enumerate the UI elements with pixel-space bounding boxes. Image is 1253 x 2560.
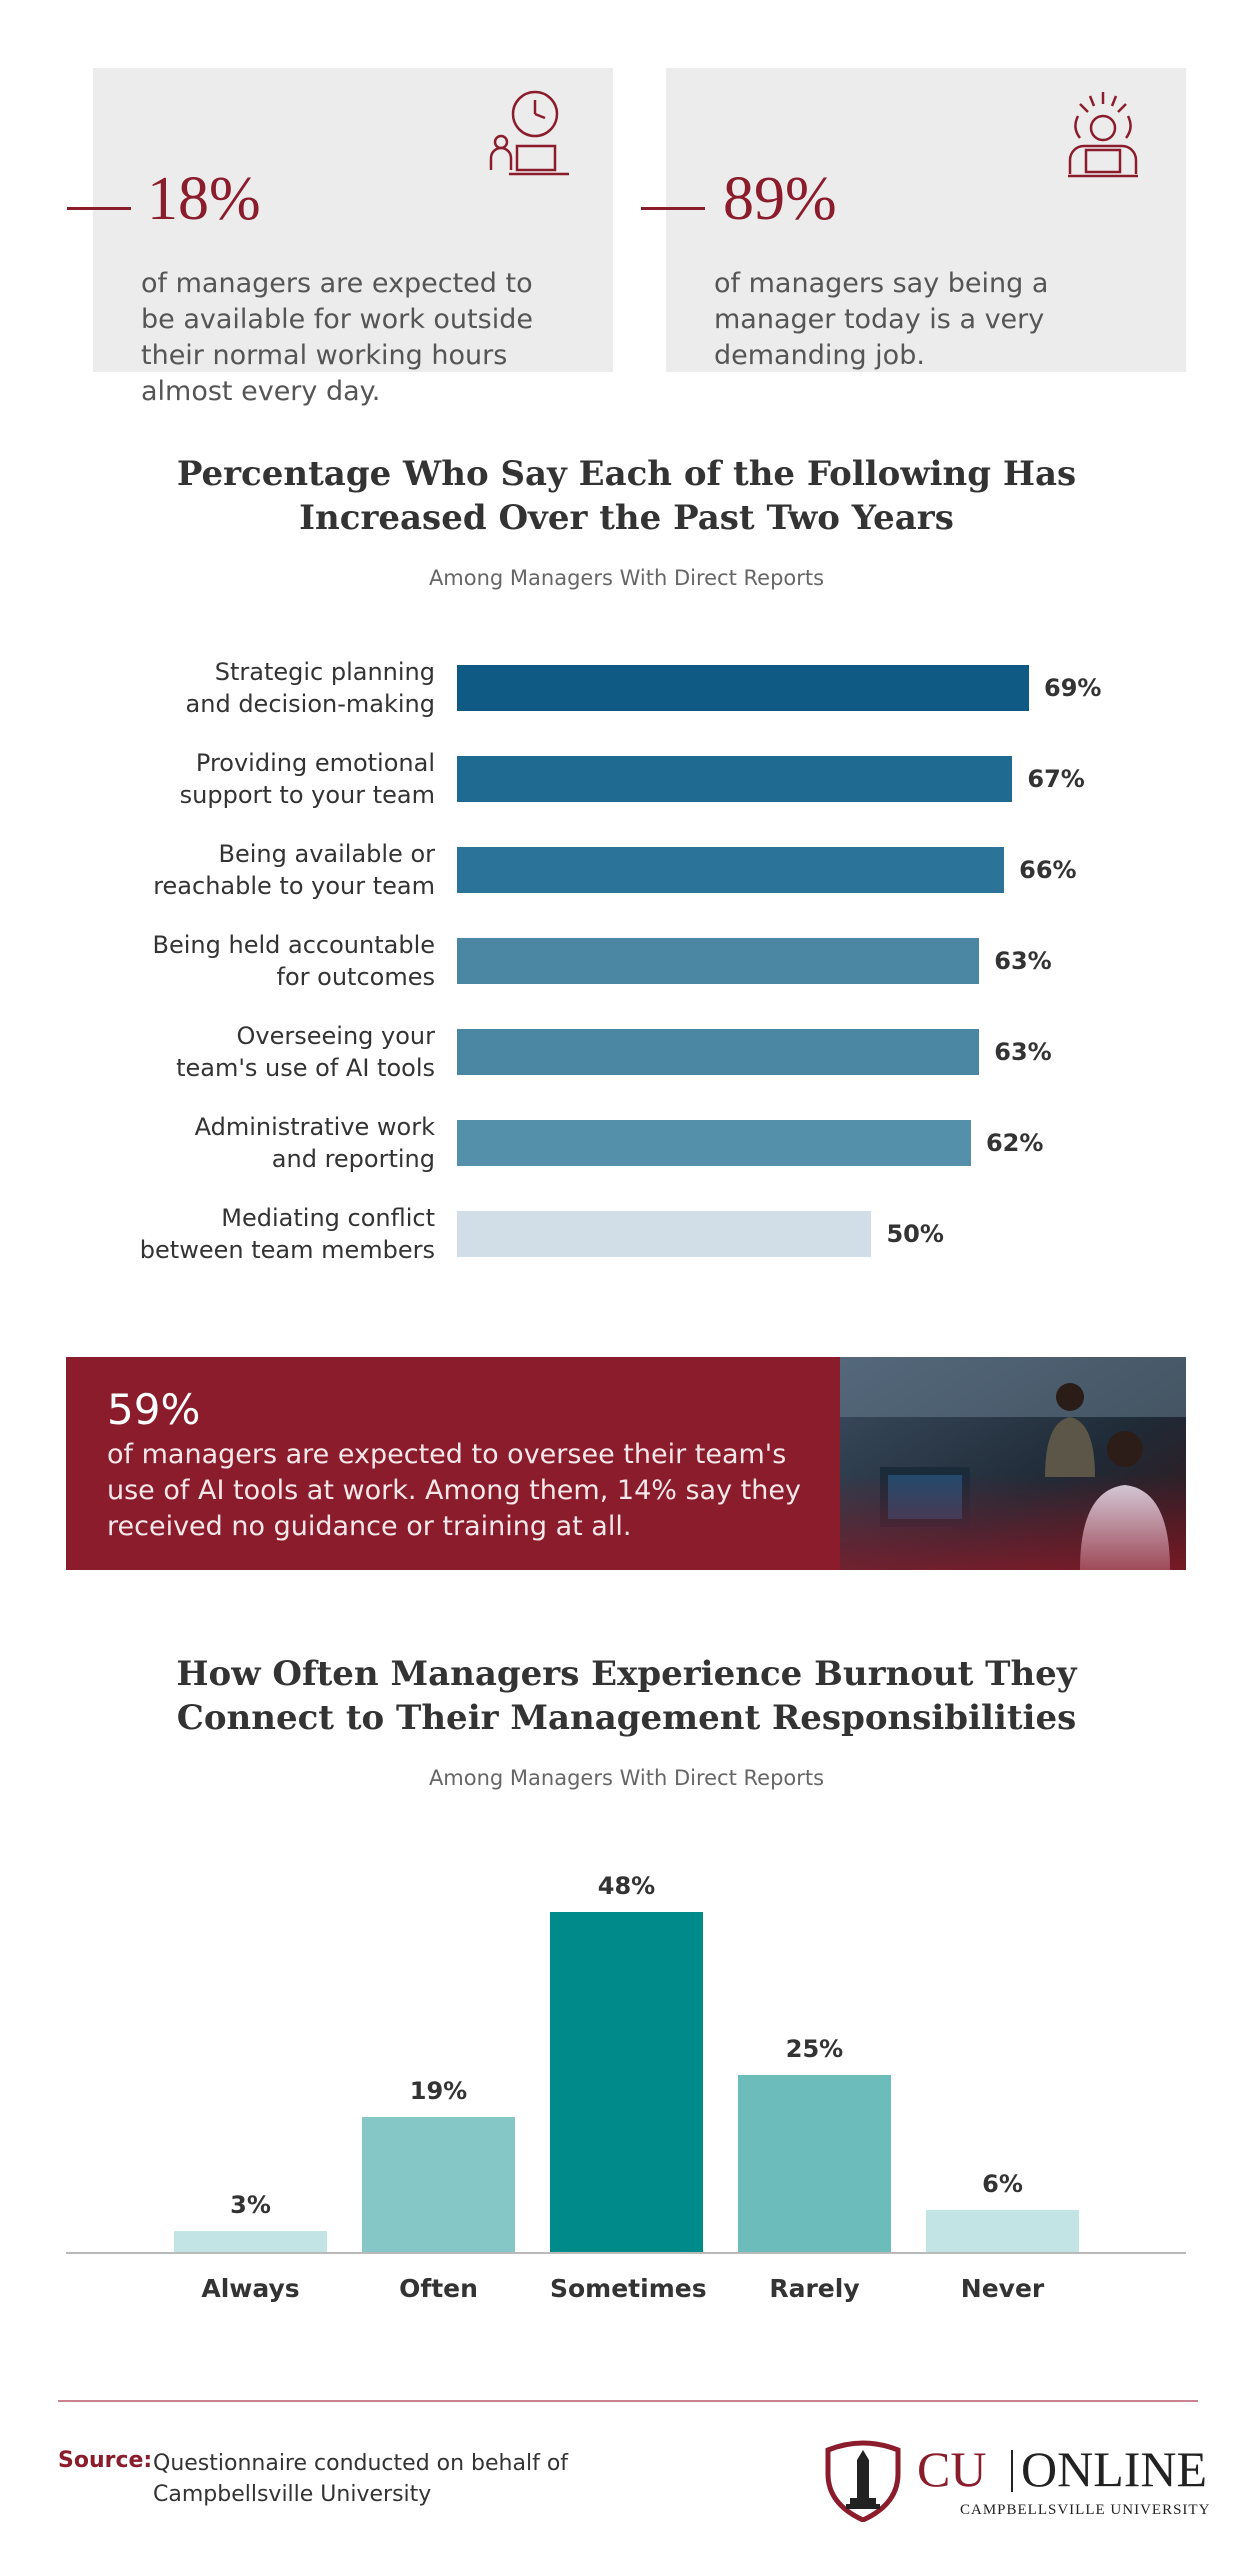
stressed-manager-icon <box>1068 92 1138 178</box>
vbar-category-label: Never <box>960 2274 1045 2303</box>
logo-cu-text: CU <box>917 2441 987 2497</box>
hbar-category-label: Administrative work and reporting <box>194 1113 435 1173</box>
stat-card-after-hours: 18% of managers are expected to be avail… <box>67 68 613 407</box>
vbar-category-label: Sometimes <box>550 2274 707 2303</box>
hbar-bar <box>457 1211 872 1257</box>
logo-divider <box>1011 2450 1013 2492</box>
banner-value: 59% <box>107 1385 201 1434</box>
campbellsville-shield-icon <box>825 2440 901 2522</box>
accent-dash <box>641 207 705 210</box>
stat-value: 89% <box>723 165 837 233</box>
hbar-category-label: Strategic planning and decision-making <box>185 658 435 718</box>
accent-dash <box>67 207 131 210</box>
hbar-category-label: Being held accountable for outcomes <box>152 931 435 991</box>
vbar-value-label: 3% <box>230 2190 271 2219</box>
hbar-bar <box>457 1120 971 1166</box>
hbar-bar <box>457 756 1013 802</box>
hbar-value-label: 66% <box>1019 856 1077 884</box>
hbar-category-label: Overseeing your team's use of AI tools <box>176 1022 435 1082</box>
stat-card-demanding-job: 89% of managers say being a manager toda… <box>641 68 1186 372</box>
vbar-category-label: Always <box>201 2274 300 2303</box>
hbar-value-label: 63% <box>994 1038 1052 1066</box>
hbar-category-label: Providing emotional support to your team <box>179 749 435 809</box>
hbar-chart-title: Percentage Who Say Each of the Following… <box>176 454 1077 538</box>
hbar-bar <box>457 665 1029 711</box>
hbar-chart-subtitle: Among Managers With Direct Reports <box>428 566 825 590</box>
hbar-bar <box>457 938 980 984</box>
source-text: Questionnaire conducted on behalf of Cam… <box>153 2451 569 2507</box>
vbar-value-label: 48% <box>597 1872 656 1900</box>
hbar-value-label: 50% <box>886 1220 944 1248</box>
hbar-bar <box>457 847 1005 893</box>
logo-university-text: CAMPBELLSVILLE UNIVERSITY <box>960 2502 1211 2518</box>
vbar-chart-title: How Often Managers Experience Burnout Th… <box>176 1654 1077 1738</box>
x-axis-line <box>66 2252 1186 2254</box>
clock-laptop-icon <box>489 90 569 176</box>
vbar-category-label: Rarely <box>769 2274 860 2303</box>
vbar-value-label: 6% <box>982 2169 1023 2198</box>
vbar-bar <box>926 2209 1079 2252</box>
hbar-value-label: 63% <box>994 947 1052 975</box>
hbar-value-label: 69% <box>1044 674 1102 702</box>
stat-description: of managers are expected to be available… <box>141 268 533 407</box>
logo-online-text: ONLINE <box>1021 2441 1208 2497</box>
vbar-bar <box>362 2117 515 2252</box>
vbar-value-label: 25% <box>785 2034 844 2063</box>
vbar-bar <box>550 1912 703 2252</box>
hbar-value-label: 67% <box>1027 765 1085 793</box>
banner-text: of managers are expected to oversee thei… <box>107 1439 801 1542</box>
vbar-bar <box>738 2074 891 2252</box>
stat-description: of managers say being a manager today is… <box>714 268 1049 371</box>
ai-oversight-banner: 59% of managers are expected to oversee … <box>66 1357 1186 1570</box>
vbar-category-label: Often <box>399 2274 478 2303</box>
source-label: Source: <box>58 2448 153 2473</box>
footer-rule <box>58 2400 1198 2402</box>
hbar-category-label: Being available or reachable to your tea… <box>153 840 435 900</box>
hbar-value-label: 62% <box>985 1129 1044 1157</box>
hbar-bar <box>457 1029 980 1075</box>
hbar-category-label: Mediating conflict between team members <box>139 1204 435 1264</box>
vbar-value-label: 19% <box>409 2077 468 2106</box>
stat-value: 18% <box>147 165 261 233</box>
vbar-bar <box>174 2230 327 2252</box>
office-photo <box>840 1357 1186 1570</box>
vbar-chart-subtitle: Among Managers With Direct Reports <box>428 1766 825 1790</box>
